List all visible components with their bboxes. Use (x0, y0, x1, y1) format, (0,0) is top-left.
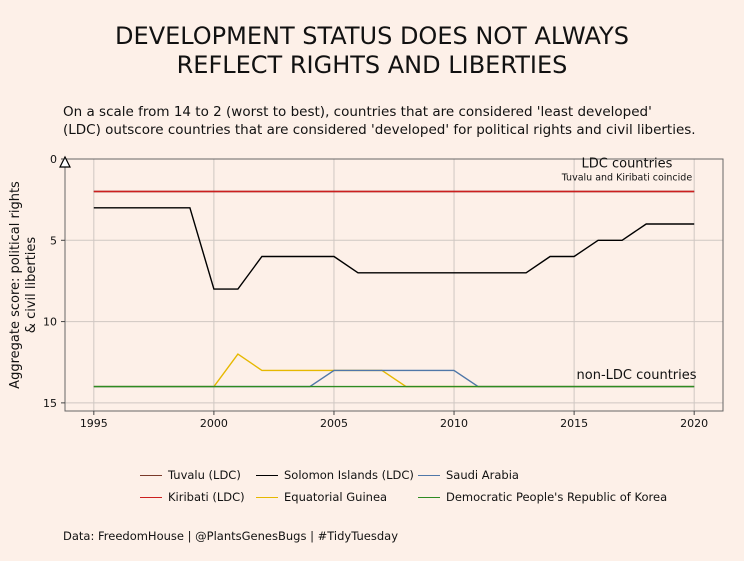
series-layer (93, 190, 695, 388)
y-tick-label: 10 (43, 316, 57, 329)
series-line-saudi-arabia (93, 369, 695, 388)
x-tick-label: 1995 (80, 417, 108, 430)
y-axis-label-svg: Aggregate score: political rights & civil… (8, 181, 39, 389)
legend-swatch (418, 496, 440, 498)
x-tick-label: 2020 (680, 417, 708, 430)
chart-subtitle: On a scale from 14 to 2 (worst to best),… (63, 103, 738, 139)
grid-layer (65, 158, 723, 411)
y-tick-label: 5 (50, 234, 57, 247)
y-axis-arrow (59, 155, 71, 168)
y-tick-label: 0 (50, 153, 57, 166)
legend-label: Saudi Arabia (446, 468, 519, 482)
legend-label: Kiribati (LDC) (168, 490, 245, 504)
chart-title: DEVELOPMENT STATUS DOES NOT ALWAYS REFLE… (0, 22, 744, 80)
legend-item-democratic-people-s-republic-of-korea: Democratic People's Republic of Korea (418, 490, 667, 504)
title-line-1: DEVELOPMENT STATUS DOES NOT ALWAYS (115, 22, 629, 50)
y-axis-label-line-1: Aggregate score: political rights (8, 181, 23, 389)
legend-label: Solomon Islands (LDC) (284, 468, 414, 482)
axis-layer: 1995 2000 2005 2010 2015 2020 0 5 10 15 (43, 153, 724, 430)
y-axis-label-line-2: & civil liberties (24, 237, 39, 334)
subtitle-line-1: On a scale from 14 to 2 (worst to best),… (63, 104, 652, 120)
subtitle-line-2: (LDC) outscore countries that are consid… (63, 122, 696, 138)
legend-swatch (256, 496, 278, 498)
x-tick-label: 2010 (440, 417, 468, 430)
legend-swatch (418, 474, 440, 476)
legend-swatch (140, 496, 162, 498)
x-tick-label: 2005 (320, 417, 348, 430)
series-line-solomon-islands-ldc- (93, 207, 695, 290)
legend-item-equatorial-guinea: Equatorial Guinea (256, 490, 387, 504)
legend-swatch (140, 474, 162, 476)
annotation-1: LDC countries (582, 157, 673, 172)
legend-swatch (256, 474, 278, 476)
x-tick-label: 2015 (560, 417, 588, 430)
legend-label: Equatorial Guinea (284, 490, 388, 504)
caption: Data: FreedomHouse | @PlantsGenesBugs | … (63, 529, 399, 543)
plot-frame (64, 158, 724, 412)
annotation-2: Tuvalu and Kiribati coincide (561, 172, 693, 183)
legend-label: Tuvalu (LDC) (168, 468, 241, 482)
legend-item-kiribati-ldc-: Kiribati (LDC) (140, 490, 245, 504)
legend-item-tuvalu-ldc-: Tuvalu (LDC) (140, 468, 241, 482)
annotation-3: non-LDC countries (577, 368, 697, 383)
legend-label: Democratic People's Republic of Korea (446, 490, 668, 504)
legend-item-saudi-arabia: Saudi Arabia (418, 468, 519, 482)
legend-item-solomon-islands-ldc-: Solomon Islands (LDC) (256, 468, 414, 482)
y-tick-label: 15 (43, 397, 57, 410)
title-line-2: REFLECT RIGHTS AND LIBERTIES (176, 51, 568, 79)
x-tick-label: 2000 (200, 417, 228, 430)
y-axis-label: Aggregate score: political rights & civil… (5, 170, 45, 400)
